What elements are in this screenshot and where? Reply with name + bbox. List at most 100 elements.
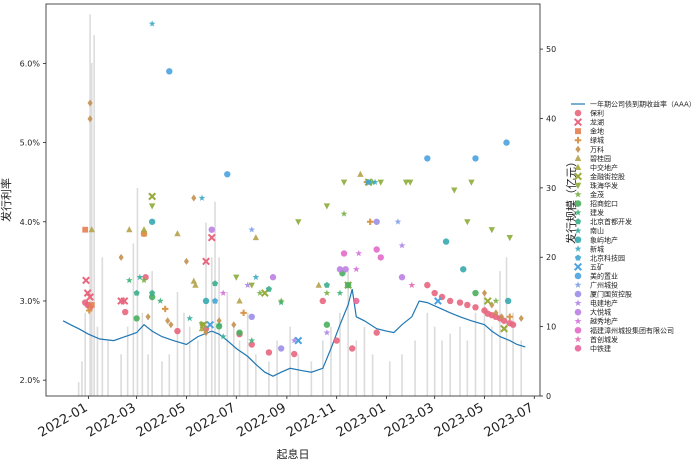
data-point xyxy=(202,257,210,266)
legend-marker xyxy=(574,335,582,343)
legend-label: 美的置业 xyxy=(590,271,618,280)
issuance-bar xyxy=(449,333,451,396)
legend-label: 碧桂园 xyxy=(590,154,611,163)
data-point xyxy=(87,115,93,123)
data-point xyxy=(140,226,148,233)
data-point xyxy=(371,178,379,185)
data-point xyxy=(456,299,464,306)
data-point xyxy=(118,253,124,261)
legend-marker xyxy=(574,236,582,244)
issuance-bar xyxy=(84,312,86,396)
issuance-bar xyxy=(141,312,144,396)
issuance-bar xyxy=(238,340,241,396)
legend-marker xyxy=(574,190,582,198)
legend-marker xyxy=(574,163,582,170)
data-point xyxy=(219,333,227,340)
x-axis: 2022-012022-032022-052022-072022-092022-… xyxy=(36,396,536,441)
legend-label: 中铁建 xyxy=(590,344,611,353)
issuance-bar xyxy=(176,291,179,396)
y-right-tick-label: 10 xyxy=(546,323,556,332)
legend-label: 电建地产 xyxy=(590,299,618,308)
data-point xyxy=(506,313,513,321)
data-point xyxy=(323,281,330,288)
data-point xyxy=(145,313,151,321)
issuance-bar xyxy=(168,354,171,396)
issuance-bar xyxy=(96,326,99,396)
data-point xyxy=(192,281,199,288)
issuance-bar xyxy=(474,312,477,396)
legend-label: 南山 xyxy=(590,226,604,235)
data-point xyxy=(88,226,95,233)
data-point xyxy=(212,280,219,287)
data-point xyxy=(86,293,94,301)
data-point xyxy=(353,297,360,305)
issuance-bar xyxy=(441,340,443,396)
data-point xyxy=(198,322,206,329)
issuance-bar xyxy=(197,340,199,396)
legend-marker xyxy=(574,308,582,316)
data-point xyxy=(198,194,206,201)
legend-marker xyxy=(573,118,583,127)
data-point xyxy=(340,179,348,186)
data-point xyxy=(86,307,93,314)
data-point xyxy=(472,289,479,297)
data-point xyxy=(291,350,298,358)
legend-label: 龙湖 xyxy=(590,118,604,127)
data-point xyxy=(424,155,431,162)
legend-label: 越秀地产 xyxy=(590,317,618,326)
data-point xyxy=(369,178,376,185)
data-point xyxy=(472,155,479,162)
issuance-bar xyxy=(459,326,461,396)
data-point xyxy=(357,170,364,177)
data-point xyxy=(165,317,171,325)
data-point xyxy=(148,20,156,27)
data-point xyxy=(174,230,181,237)
y-left-tick-label: 3.0% xyxy=(20,297,41,306)
data-point xyxy=(248,313,255,321)
data-point xyxy=(504,297,512,305)
data-point xyxy=(133,315,140,322)
issuance-bar xyxy=(401,354,403,396)
issuance-bar xyxy=(205,222,207,396)
data-point xyxy=(488,227,496,234)
y-left-tick-label: 4.0% xyxy=(20,218,41,227)
y-right-tick-label: 50 xyxy=(546,45,556,54)
data-point xyxy=(191,194,197,202)
issuance-bar xyxy=(246,312,249,396)
data-point xyxy=(212,297,219,304)
data-point xyxy=(373,218,380,225)
issuance-bar xyxy=(483,291,486,396)
issuance-bar xyxy=(289,326,291,396)
data-point xyxy=(500,317,508,324)
data-point xyxy=(500,324,508,333)
legend-label: 象屿地产 xyxy=(590,235,618,244)
issuance-bar xyxy=(132,243,135,396)
legend-label: 首创城发 xyxy=(590,335,618,344)
data-point xyxy=(148,192,157,201)
issuance-bar xyxy=(512,312,514,396)
issuance-bar xyxy=(255,354,257,396)
legend-label: 珠海华发 xyxy=(590,181,618,190)
data-point xyxy=(460,266,467,273)
data-point xyxy=(373,329,380,336)
data-point xyxy=(340,210,348,217)
data-point xyxy=(87,99,93,107)
x-tick-label: 2023-01 xyxy=(334,400,389,440)
legend-label: 建发 xyxy=(590,208,604,217)
data-point xyxy=(398,274,406,281)
data-point xyxy=(133,289,140,296)
data-point xyxy=(148,218,156,225)
issuance-bar xyxy=(330,326,332,396)
data-point xyxy=(233,274,240,281)
data-point xyxy=(82,276,90,285)
y-left-axis: 2.0% 3.0% 4.0% 5.0% 6.0% xyxy=(20,59,46,385)
legend-marker xyxy=(574,299,582,306)
data-point xyxy=(168,321,174,329)
data-point xyxy=(277,299,285,306)
issuance-bar xyxy=(371,354,374,396)
data-point xyxy=(342,266,349,273)
issuance-bar xyxy=(107,340,109,396)
data-point xyxy=(162,305,169,313)
data-point xyxy=(88,302,95,308)
data-point xyxy=(442,238,450,245)
